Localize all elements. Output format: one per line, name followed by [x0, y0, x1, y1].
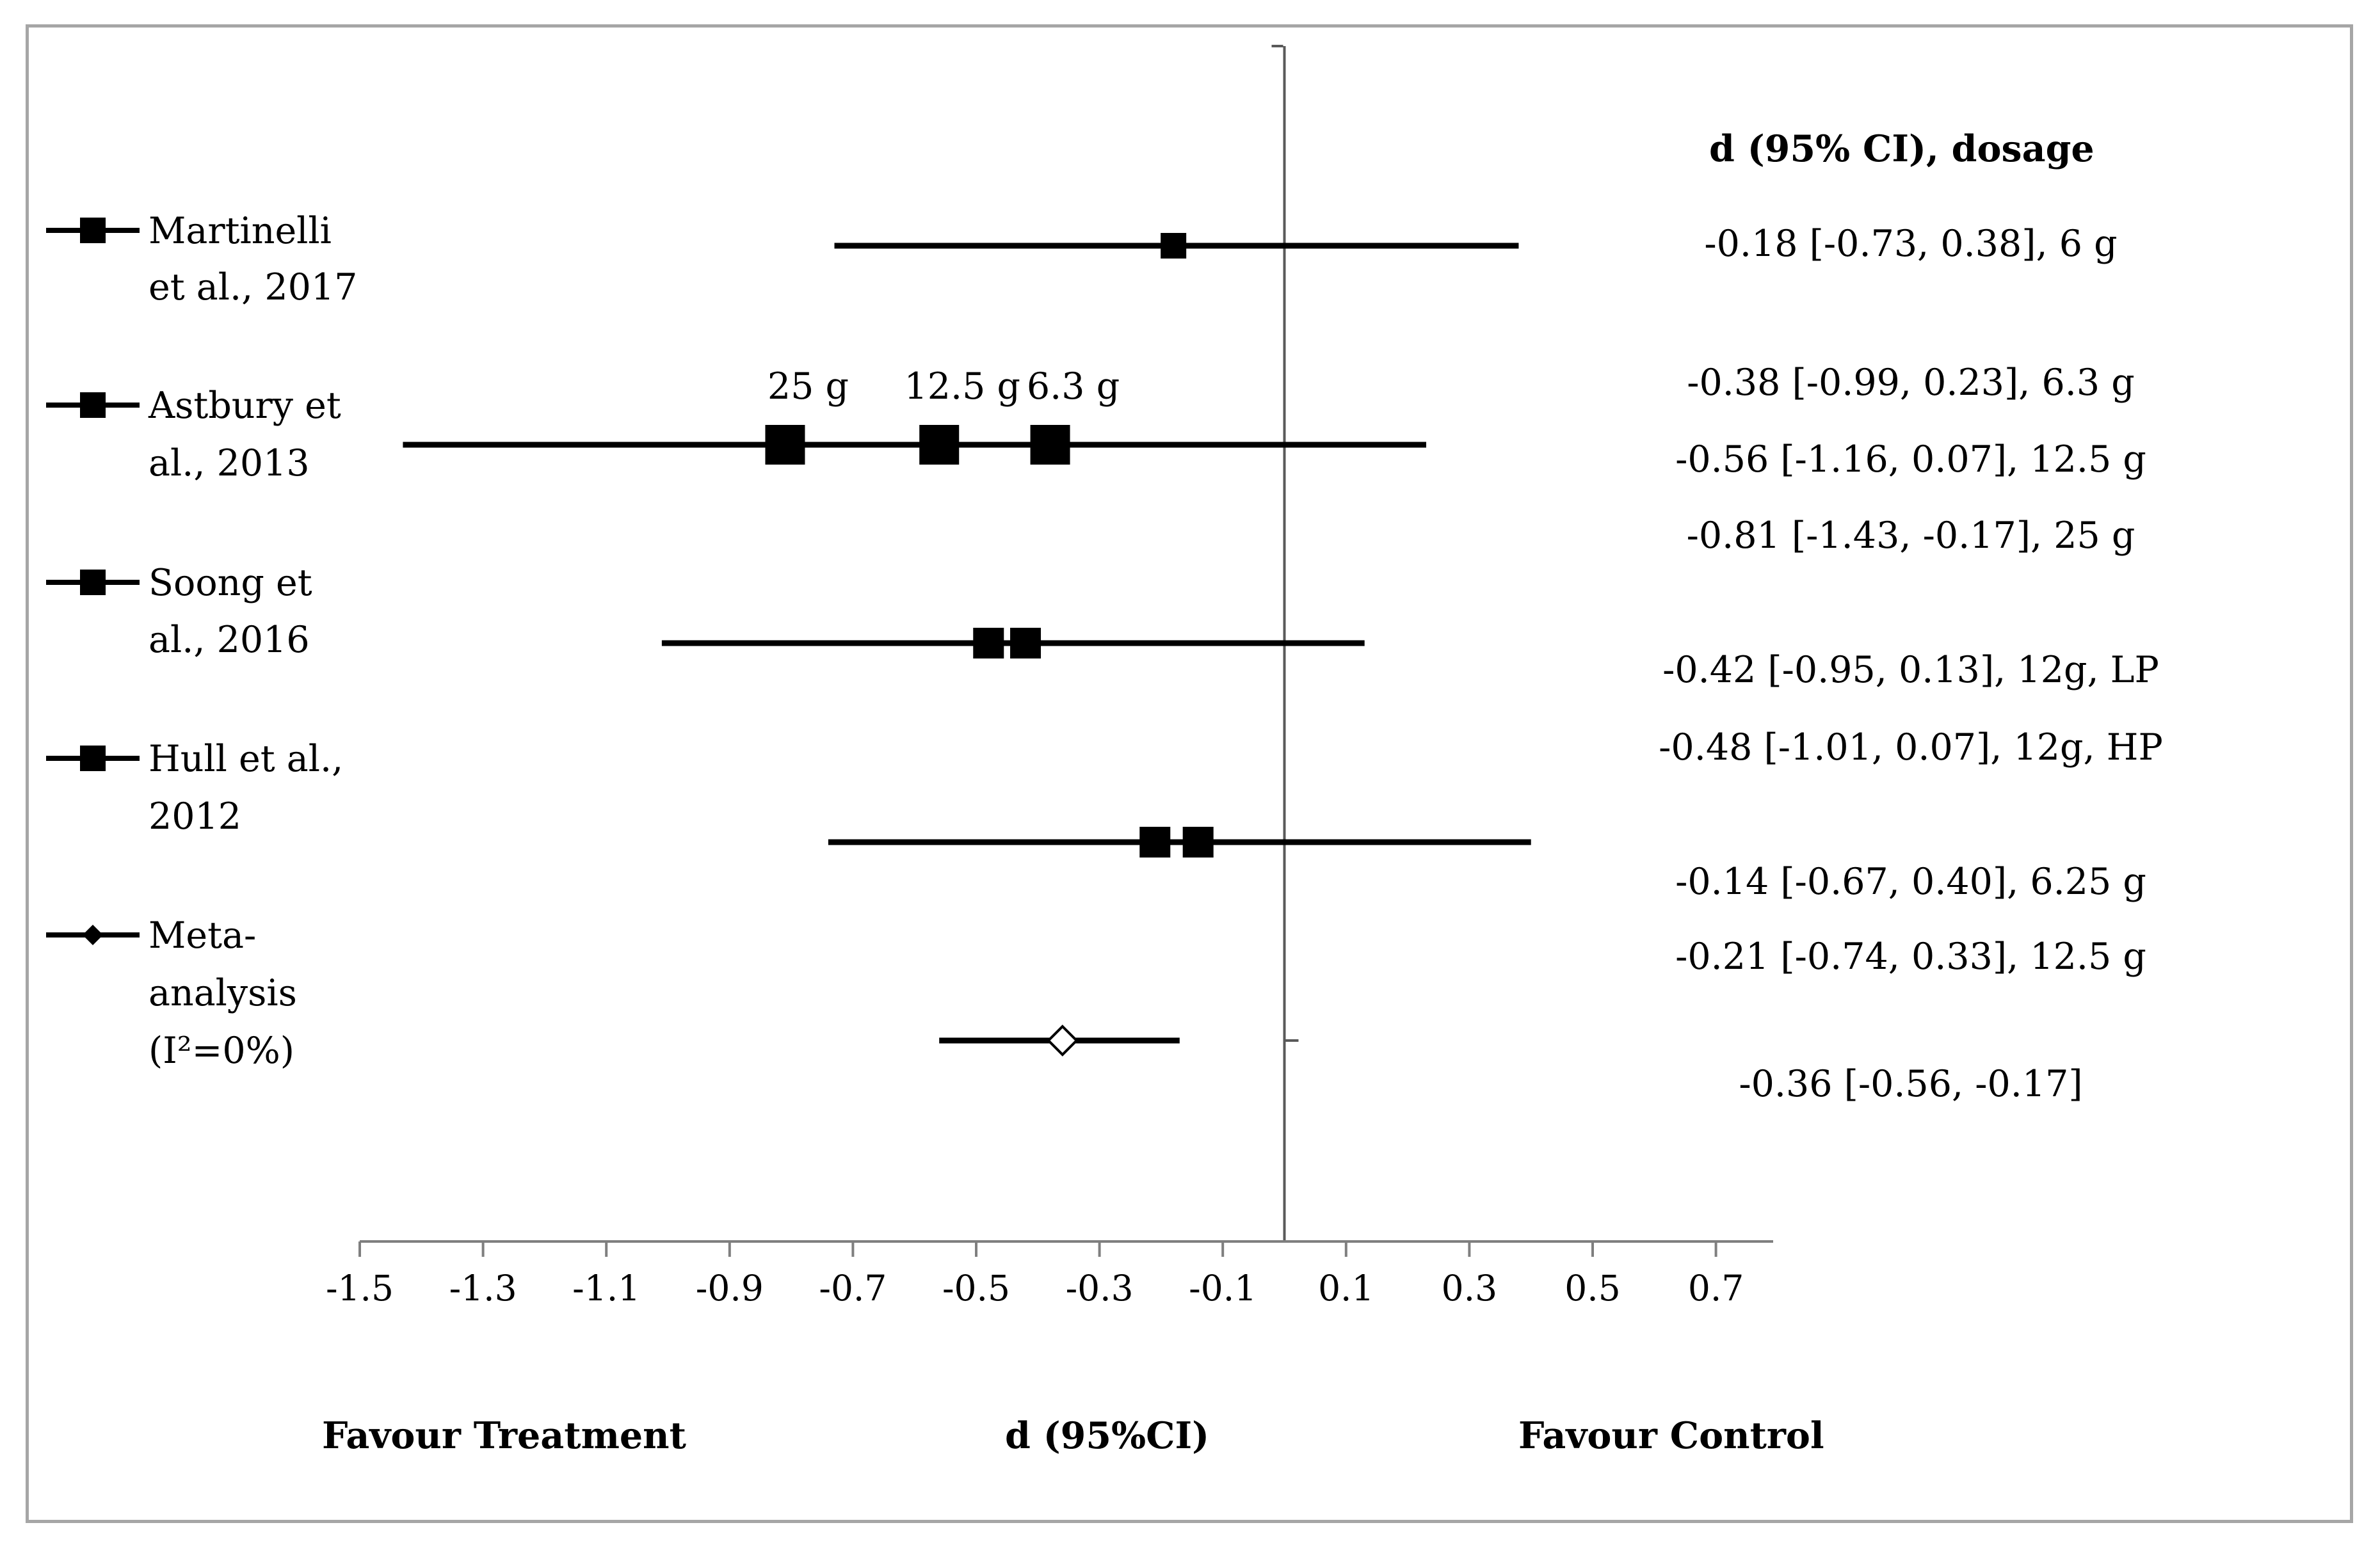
- favour-control-label: Favour Control: [1518, 1414, 1824, 1457]
- dose-label: 6.3 g: [1027, 365, 1120, 408]
- ci-value-text: -0.14 [-0.67, 0.40], 6.25 g: [1675, 861, 2146, 903]
- ci-value-text: -0.81 [-1.43, -0.17], 25 g: [1687, 515, 2135, 557]
- pooled-estimate-diamond: [1046, 1025, 1079, 1057]
- ci-column-header: d (95% CI), dosage: [1709, 127, 2095, 170]
- study-label: (I²=0%): [149, 1030, 294, 1072]
- study-label: 2012: [149, 795, 241, 838]
- dose-label: 25 g: [768, 365, 849, 408]
- x-tick-label: -0.7: [819, 1268, 887, 1309]
- ci-value-text: -0.48 [-1.01, 0.07], 12g, HP: [1659, 726, 2163, 769]
- study-label: al., 2016: [149, 619, 310, 661]
- legend-square-marker: [80, 746, 106, 771]
- point-estimate-square: [1161, 233, 1187, 259]
- x-tick-label: 0.1: [1318, 1268, 1374, 1309]
- ci-value-text: -0.38 [-0.99, 0.23], 6.3 g: [1687, 362, 2135, 404]
- legend-square-marker: [80, 218, 106, 243]
- legend-square-marker: [80, 392, 106, 418]
- legend-diamond-marker: [83, 925, 103, 945]
- study-label: Meta-: [149, 914, 256, 957]
- ci-value-text: -0.36 [-0.56, -0.17]: [1739, 1063, 2082, 1105]
- point-estimate-square: [973, 628, 1004, 658]
- x-tick-label: 0.7: [1688, 1268, 1744, 1309]
- x-tick-label: -0.3: [1066, 1268, 1134, 1309]
- x-tick-label: -0.5: [942, 1268, 1010, 1309]
- ci-value-text: -0.42 [-0.95, 0.13], 12g, LP: [1662, 649, 2159, 691]
- study-label: et al., 2017: [149, 266, 357, 308]
- ci-value-text: -0.21 [-0.74, 0.33], 12.5 g: [1675, 936, 2146, 978]
- study-label: analysis: [149, 972, 297, 1014]
- x-axis-title: d (95%CI): [1005, 1414, 1209, 1457]
- study-label: Soong et: [149, 562, 312, 604]
- x-tick-label: -1.5: [326, 1268, 394, 1309]
- point-estimate-square: [1030, 425, 1070, 465]
- point-estimate-square: [919, 425, 960, 465]
- x-tick-label: -0.9: [696, 1268, 764, 1309]
- ci-value-text: -0.56 [-1.16, 0.07], 12.5 g: [1675, 438, 2146, 481]
- ci-value-text: -0.18 [-0.73, 0.38], 6 g: [1704, 223, 2117, 265]
- x-tick-label: 0.5: [1564, 1268, 1620, 1309]
- point-estimate-square: [765, 425, 805, 465]
- point-estimate-square: [1010, 628, 1041, 658]
- study-label: Hull et al.,: [149, 738, 343, 780]
- legend-square-marker: [80, 570, 106, 595]
- point-estimate-square: [1182, 827, 1214, 858]
- point-estimate-square: [1139, 827, 1171, 858]
- x-tick-label: -1.3: [449, 1268, 517, 1309]
- chart-frame: [26, 24, 2353, 1523]
- study-label: Martinelli: [149, 210, 332, 252]
- x-tick-label: -1.1: [572, 1268, 640, 1309]
- study-label: al., 2013: [149, 442, 310, 484]
- x-tick-label: 0.3: [1442, 1268, 1497, 1309]
- favour-treatment-label: Favour Treatment: [322, 1414, 687, 1457]
- study-label: Astbury et: [148, 385, 341, 427]
- dose-label: 12.5 g: [904, 365, 1020, 408]
- x-tick-label: -0.1: [1189, 1268, 1257, 1309]
